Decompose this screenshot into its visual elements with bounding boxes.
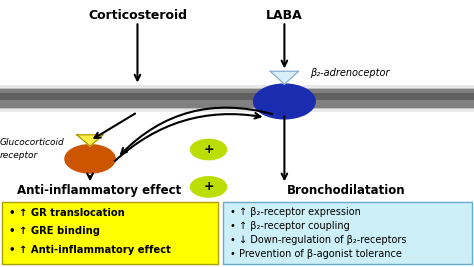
Circle shape — [191, 139, 227, 160]
Text: Anti-inflammatory effect: Anti-inflammatory effect — [18, 184, 182, 197]
Text: • ↑ Anti-inflammatory effect: • ↑ Anti-inflammatory effect — [9, 245, 172, 255]
Text: Bronchodilatation: Bronchodilatation — [287, 184, 405, 197]
Circle shape — [254, 84, 315, 119]
FancyArrowPatch shape — [115, 113, 260, 161]
Text: • ↑ GRE binding: • ↑ GRE binding — [9, 226, 100, 237]
Bar — [0, 85, 474, 88]
Polygon shape — [77, 135, 103, 146]
Text: • ↑ GR translocation: • ↑ GR translocation — [9, 208, 125, 218]
Bar — [0, 108, 474, 109]
Bar — [0, 100, 474, 108]
Bar — [0, 88, 474, 89]
Text: receptor: receptor — [0, 151, 38, 160]
Circle shape — [65, 145, 115, 173]
Polygon shape — [270, 71, 299, 84]
Bar — [0, 93, 474, 100]
Text: +: + — [203, 143, 214, 156]
Bar — [0, 89, 474, 93]
Text: • ↑ β₂-receptor coupling: • ↑ β₂-receptor coupling — [230, 221, 350, 231]
Circle shape — [191, 177, 227, 197]
Bar — [0, 109, 474, 112]
Text: LABA: LABA — [266, 9, 303, 22]
Text: +: + — [203, 180, 214, 193]
FancyBboxPatch shape — [223, 202, 472, 264]
FancyBboxPatch shape — [2, 202, 218, 264]
Text: Glucocorticoid: Glucocorticoid — [0, 138, 65, 147]
FancyArrowPatch shape — [121, 108, 272, 154]
Text: β₂-adrenoceptor: β₂-adrenoceptor — [310, 68, 390, 78]
Text: • ↓ Down-regulation of β₂-receptors: • ↓ Down-regulation of β₂-receptors — [230, 235, 406, 245]
Text: Corticosteroid: Corticosteroid — [88, 9, 187, 22]
Text: • Prevention of β-agonist tolerance: • Prevention of β-agonist tolerance — [230, 249, 402, 259]
Text: • ↑ β₂-receptor expression: • ↑ β₂-receptor expression — [230, 207, 361, 217]
